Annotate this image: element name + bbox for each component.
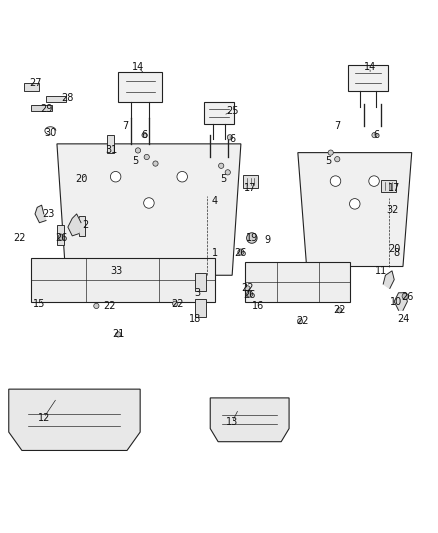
Circle shape	[247, 233, 257, 243]
Text: 14: 14	[132, 62, 144, 72]
Text: 22: 22	[333, 305, 346, 316]
Text: 5: 5	[325, 156, 332, 166]
Text: 10: 10	[390, 296, 403, 306]
Text: 13: 13	[226, 417, 238, 427]
Text: 16: 16	[252, 301, 265, 311]
Bar	[245, 262, 350, 302]
Polygon shape	[68, 214, 81, 236]
Polygon shape	[35, 205, 46, 223]
Text: 22: 22	[14, 233, 26, 243]
Bar	[348, 65, 388, 91]
Circle shape	[144, 198, 154, 208]
Text: 20: 20	[75, 174, 87, 184]
Text: 20: 20	[388, 244, 400, 254]
Text: 28: 28	[62, 93, 74, 103]
Bar	[57, 225, 64, 245]
Text: 31: 31	[106, 146, 118, 156]
Circle shape	[335, 157, 340, 162]
Text: 22: 22	[103, 301, 116, 311]
Text: 1: 1	[212, 248, 218, 259]
Circle shape	[227, 135, 233, 140]
Text: 17: 17	[388, 183, 400, 192]
Bar	[243, 175, 258, 188]
Text: 30: 30	[44, 128, 57, 138]
Text: 6: 6	[141, 130, 148, 140]
Text: 22: 22	[296, 316, 308, 326]
Text: 5: 5	[133, 156, 139, 166]
Text: 6: 6	[229, 134, 235, 144]
Bar	[31, 258, 215, 302]
Text: 23: 23	[42, 209, 54, 219]
Text: 29: 29	[40, 104, 52, 114]
Circle shape	[225, 169, 230, 175]
Text: 17: 17	[244, 183, 256, 192]
Text: 26: 26	[401, 292, 413, 302]
Bar	[204, 102, 234, 124]
Circle shape	[177, 172, 187, 182]
Text: 26: 26	[235, 248, 247, 259]
Polygon shape	[57, 144, 241, 275]
Text: 12: 12	[38, 413, 50, 423]
Bar	[107, 135, 114, 152]
Circle shape	[372, 133, 377, 138]
Text: 6: 6	[374, 130, 380, 140]
Polygon shape	[394, 293, 407, 310]
Text: 14: 14	[364, 62, 376, 72]
Text: 32: 32	[386, 205, 398, 215]
Polygon shape	[298, 152, 412, 266]
Text: 19: 19	[246, 233, 258, 243]
Text: 26: 26	[55, 233, 67, 243]
Text: 8: 8	[393, 248, 399, 259]
Bar	[79, 216, 85, 236]
Circle shape	[94, 303, 99, 309]
Polygon shape	[383, 271, 394, 288]
Text: 22: 22	[241, 284, 254, 293]
Circle shape	[245, 286, 250, 291]
Text: 11: 11	[375, 266, 387, 276]
Text: 21: 21	[112, 329, 124, 340]
Bar	[46, 96, 66, 102]
Circle shape	[153, 161, 158, 166]
Circle shape	[135, 148, 141, 153]
Circle shape	[350, 199, 360, 209]
Text: 26: 26	[244, 290, 256, 300]
Bar	[381, 180, 396, 192]
Text: 24: 24	[397, 314, 409, 324]
Text: 22: 22	[171, 298, 184, 309]
Circle shape	[369, 176, 379, 187]
Text: 7: 7	[122, 122, 128, 131]
Circle shape	[173, 301, 178, 306]
Polygon shape	[9, 389, 140, 450]
Text: 33: 33	[110, 266, 122, 276]
Circle shape	[142, 133, 147, 138]
Text: 9: 9	[264, 235, 270, 245]
Circle shape	[328, 150, 333, 155]
Text: 15: 15	[33, 298, 46, 309]
Text: 7: 7	[334, 122, 340, 131]
Circle shape	[110, 172, 121, 182]
Polygon shape	[210, 398, 289, 442]
Circle shape	[219, 163, 224, 168]
Text: 2: 2	[82, 220, 88, 230]
Circle shape	[402, 293, 408, 300]
Circle shape	[247, 291, 253, 297]
Text: 4: 4	[212, 196, 218, 206]
Circle shape	[238, 249, 244, 255]
Circle shape	[330, 176, 341, 187]
Text: 25: 25	[226, 106, 238, 116]
Bar	[118, 71, 162, 102]
Circle shape	[144, 155, 149, 159]
Circle shape	[337, 308, 342, 313]
Circle shape	[297, 319, 303, 324]
Bar	[195, 300, 206, 317]
Bar	[195, 273, 206, 290]
Text: 3: 3	[194, 288, 200, 298]
Bar	[24, 84, 39, 91]
Text: 5: 5	[220, 174, 226, 184]
Circle shape	[116, 332, 121, 337]
Text: 27: 27	[29, 77, 41, 87]
Text: 18: 18	[189, 314, 201, 324]
Circle shape	[58, 234, 64, 240]
Bar	[31, 106, 52, 111]
